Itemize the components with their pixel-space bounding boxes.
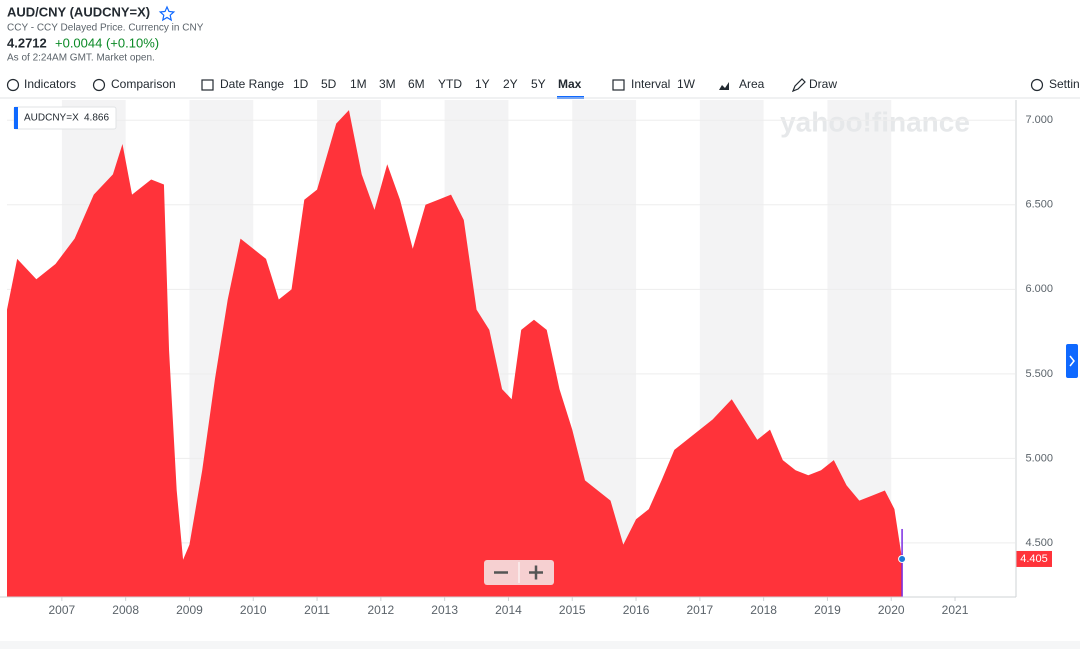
price: 4.2712 xyxy=(7,35,47,50)
y-tick-label: 5.000 xyxy=(1025,452,1053,464)
side-arrow xyxy=(1069,355,1075,367)
watermark: yahoo!finance xyxy=(780,106,970,137)
y-tick-label: 6.000 xyxy=(1025,283,1053,295)
status: As of 2:24AM GMT. Market open. xyxy=(7,53,155,64)
toolbar-item[interactable]: Settin xyxy=(1049,77,1080,91)
toolbar-item[interactable]: 1W xyxy=(677,77,696,91)
star[interactable] xyxy=(158,5,176,22)
y-tick-label: 7.000 xyxy=(1025,114,1053,126)
subtitle: CCY - CCY Delayed Price. Currency in CNY xyxy=(7,23,204,34)
toolbar-icon xyxy=(92,78,106,92)
y-tick-label: 6.500 xyxy=(1025,199,1053,211)
last-point xyxy=(898,554,907,563)
toolbar-icon xyxy=(719,82,729,90)
zoom-in[interactable] xyxy=(529,565,543,580)
area xyxy=(7,110,903,598)
change: +0.0044 (+0.10%) xyxy=(55,35,159,50)
toolbar-item[interactable]: Indicators xyxy=(24,77,76,91)
x-tick-label: 2019 xyxy=(814,603,841,617)
toolbar-icon xyxy=(791,78,806,93)
legend-name: AUDCNY=X xyxy=(24,113,79,124)
x-tick-label: 2008 xyxy=(112,603,139,617)
toolbar-icon xyxy=(6,78,20,92)
x-tick-label: 2007 xyxy=(49,603,76,617)
y-tick-label: 4.500 xyxy=(1025,537,1053,549)
x-tick-label: 2012 xyxy=(368,603,395,617)
toolbar-item[interactable]: Max xyxy=(558,77,582,91)
x-tick-label: 2015 xyxy=(559,603,586,617)
toolbar-item[interactable]: 1Y xyxy=(475,77,490,91)
toolbar-item[interactable]: 3M xyxy=(379,77,396,91)
legend-value: 4.866 xyxy=(84,113,109,124)
toolbar-item[interactable]: Area xyxy=(739,77,765,91)
toolbar-icon xyxy=(201,79,214,91)
x-tick-label: 2021 xyxy=(942,603,969,617)
toolbar-item[interactable]: 6M xyxy=(408,77,425,91)
toolbar-item[interactable]: Interval xyxy=(631,77,670,91)
toolbar-item[interactable]: 1M xyxy=(350,77,367,91)
last-label-box xyxy=(1016,550,1052,567)
x-tick-label: 2016 xyxy=(623,603,650,617)
toolbar-icon xyxy=(612,79,625,91)
x-tick-label: 2011 xyxy=(304,603,330,617)
x-tick-label: 2013 xyxy=(431,603,458,617)
legend-swatch xyxy=(14,107,18,129)
last-label: 4.405 xyxy=(1020,553,1048,565)
toolbar-icon xyxy=(1030,78,1044,92)
toolbar-item[interactable]: 5Y xyxy=(531,77,546,91)
x-tick-label: 2017 xyxy=(686,603,713,617)
toolbar-item[interactable]: YTD xyxy=(438,77,462,91)
toolbar-item[interactable]: 1D xyxy=(293,77,309,91)
toolbar-item[interactable]: 5D xyxy=(321,77,337,91)
toolbar-item[interactable]: Draw xyxy=(809,77,837,91)
toolbar-item[interactable]: Date Range xyxy=(220,77,284,91)
x-tick-label: 2014 xyxy=(495,603,522,617)
y-tick-label: 5.500 xyxy=(1025,368,1053,380)
title: AUD/CNY (AUDCNY=X) xyxy=(7,4,150,19)
footer-strip xyxy=(0,641,1080,649)
toolbar-item[interactable]: Comparison xyxy=(111,77,176,91)
x-tick-label: 2010 xyxy=(240,603,267,617)
x-tick-label: 2018 xyxy=(750,603,777,617)
toolbar-item[interactable]: 2Y xyxy=(503,77,518,91)
x-tick-label: 2020 xyxy=(878,603,905,617)
x-tick-label: 2009 xyxy=(176,603,203,617)
side-toggle[interactable] xyxy=(1066,344,1078,378)
